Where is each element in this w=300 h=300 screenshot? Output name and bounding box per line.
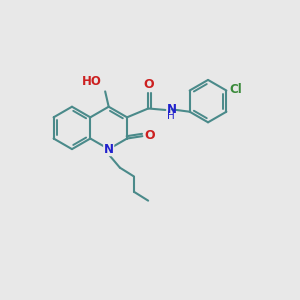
Text: O: O bbox=[144, 129, 155, 142]
Text: HO: HO bbox=[82, 76, 102, 88]
Text: O: O bbox=[143, 78, 154, 91]
Text: N: N bbox=[104, 142, 114, 156]
Text: H: H bbox=[167, 111, 174, 122]
Text: N: N bbox=[167, 103, 176, 116]
Text: Cl: Cl bbox=[229, 83, 242, 96]
